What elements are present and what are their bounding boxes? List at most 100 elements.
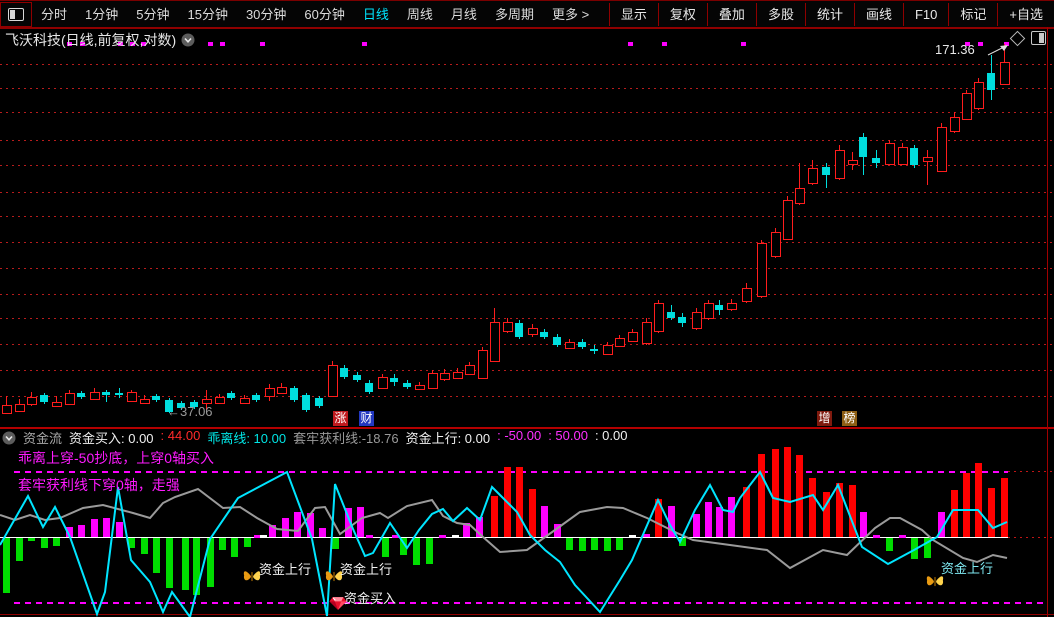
- period-tab[interactable]: 更多 >: [551, 6, 590, 22]
- candlestick: [553, 337, 561, 345]
- toolbar-button[interactable]: 多股: [755, 2, 805, 26]
- candlestick: [77, 393, 85, 397]
- candlestick: [528, 328, 538, 335]
- indicator-bar: [616, 538, 623, 550]
- candlestick: [910, 148, 918, 165]
- chart-badge[interactable]: 增: [817, 411, 832, 426]
- candlestick: [152, 396, 160, 400]
- magenta-marker-dot: [628, 42, 633, 46]
- price-gridline: [0, 64, 1054, 65]
- magenta-marker-dot: [1004, 42, 1009, 46]
- gem-icon: [328, 596, 348, 616]
- indicator-bar: [668, 506, 675, 537]
- diamond-marker-icon[interactable]: [1009, 30, 1026, 46]
- indicator-bar: [294, 512, 301, 537]
- period-tab[interactable]: 分时: [41, 6, 68, 22]
- indicator-bar: [516, 467, 523, 537]
- minus50-line: [14, 602, 1048, 604]
- indicator-bar: [566, 538, 573, 550]
- indicator-bar: [938, 512, 945, 537]
- candlestick: [340, 368, 348, 377]
- period-tab[interactable]: 多周期: [494, 6, 534, 22]
- window-layout-button[interactable]: [0, 1, 32, 27]
- period-tab[interactable]: 1分钟: [85, 6, 119, 22]
- toolbar-button[interactable]: 显示: [608, 2, 658, 26]
- candlestick: [667, 312, 675, 318]
- low-price-label: ←37.06: [167, 404, 213, 419]
- chart-badge[interactable]: 涨: [333, 411, 348, 426]
- price-gridline: [0, 216, 1054, 217]
- candlestick: [1000, 62, 1010, 85]
- indicator-bar: [849, 485, 856, 537]
- indicator-bar: [541, 506, 548, 537]
- indicator-bar: [643, 534, 650, 537]
- chevron-down-icon[interactable]: [181, 33, 195, 47]
- candlestick: [742, 288, 752, 302]
- indicator-bar: [319, 528, 326, 537]
- period-tab[interactable]: 月线: [450, 6, 477, 22]
- chevron-down-icon[interactable]: [2, 431, 16, 445]
- toolbar-button[interactable]: +自选: [997, 2, 1054, 26]
- chart-badge[interactable]: 财: [359, 411, 374, 426]
- indicator-header-value: 资金买入: 0.00: [69, 431, 154, 446]
- candlestick: [52, 402, 62, 407]
- indicator-header-value: : 0.00: [594, 428, 628, 443]
- candlestick: [478, 350, 488, 379]
- magenta-marker-dot: [80, 42, 85, 46]
- toolbar-button[interactable]: 标记: [948, 2, 997, 26]
- indicator-bar: [476, 517, 483, 537]
- period-tab[interactable]: 30分钟: [245, 6, 287, 22]
- toolbar-button[interactable]: 统计: [804, 2, 854, 26]
- toolbar-button[interactable]: F10: [902, 2, 948, 26]
- period-tab[interactable]: 5分钟: [136, 6, 170, 22]
- candle-wick: [106, 390, 107, 402]
- period-tab[interactable]: 周线: [406, 6, 433, 22]
- indicator-bar: [78, 525, 85, 537]
- indicator-bar: [705, 502, 712, 537]
- indicator-dot: [873, 535, 880, 538]
- period-tab[interactable]: 15分钟: [187, 6, 228, 22]
- indicator-bar: [809, 478, 816, 537]
- price-gridline: [0, 294, 1054, 295]
- indicator-bar: [103, 518, 110, 537]
- candlestick: [227, 393, 235, 398]
- price-gridline: [0, 318, 1054, 319]
- candlestick: [937, 127, 947, 172]
- candle-wick: [799, 163, 800, 205]
- indicator-bar: [860, 512, 867, 537]
- candlestick: [822, 167, 830, 175]
- indicator-bar: [345, 508, 352, 537]
- candlestick: [15, 404, 25, 412]
- magenta-marker-dot: [220, 42, 225, 46]
- toolbar-button[interactable]: 复权: [657, 2, 707, 26]
- price-arrow-icon: [987, 45, 1008, 56]
- indicator-header: 资金流 资金买入: 0.00: 44.00 乖离线: 10.00 套牢获利线:-18…: [2, 428, 628, 446]
- candlestick: [715, 305, 723, 310]
- signal-label: 资金上行: [340, 562, 393, 577]
- indicator-dot: [629, 535, 636, 538]
- indicator-bar: [231, 538, 238, 557]
- indicator-bar: [836, 483, 843, 537]
- indicator-bar: [1001, 478, 1008, 537]
- candlestick: [328, 365, 338, 397]
- indicator-bar: [141, 538, 148, 554]
- price-gridline: [0, 165, 1054, 166]
- candlestick: [848, 160, 858, 165]
- toolbar-button[interactable]: 叠加: [706, 2, 756, 26]
- signal-annotation: 套牢获利线下穿0轴，走强: [18, 477, 180, 493]
- indicator-bar: [382, 538, 389, 557]
- signal-annotation: 乖离上穿-50抄底，上穿0轴买入: [18, 450, 215, 466]
- indicator-name[interactable]: 资金流: [23, 431, 63, 446]
- chart-badge[interactable]: 榜: [842, 411, 857, 426]
- period-tab[interactable]: 60分钟: [304, 6, 345, 22]
- indicator-bar: [193, 538, 200, 595]
- price-gridline: [0, 370, 1054, 371]
- indicator-bar: [3, 538, 10, 593]
- toolbar-button[interactable]: 画线: [853, 2, 903, 26]
- period-tab[interactable]: 日线: [362, 6, 389, 22]
- top-toolbar: 分时 1分钟 5分钟 15分钟 30分钟 60分钟 日线 周线 月线 多周期 更多 > 显示 复权 叠加…: [0, 0, 1054, 29]
- indicator-bar: [655, 499, 662, 537]
- pane-toggle-icon[interactable]: [1031, 31, 1046, 45]
- zero-line: [0, 537, 1008, 538]
- indicator-bar: [207, 538, 214, 587]
